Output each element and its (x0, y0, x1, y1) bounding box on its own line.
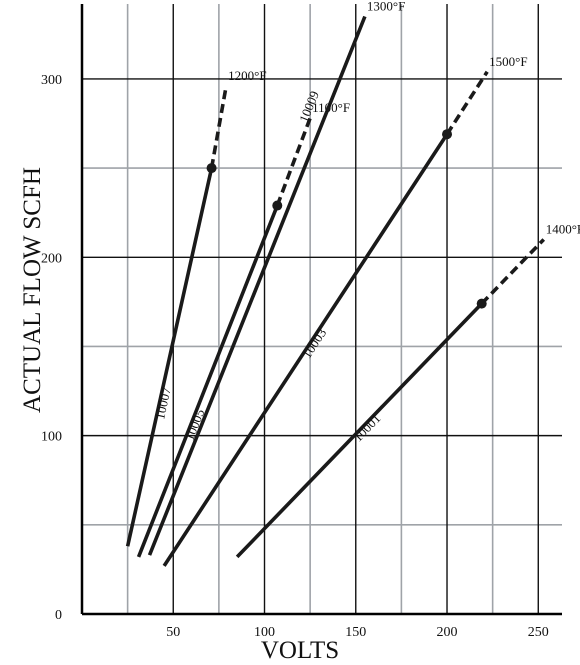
axes: 50 100 150 200 250 0 100 200 300 (41, 4, 562, 640)
series-marker-10003 (442, 129, 453, 140)
series-10007 (125, 85, 228, 547)
x-tick-label: 100 (254, 625, 275, 640)
series-layer (125, 15, 546, 567)
y-tick-label: 100 (41, 430, 62, 445)
series-marker-10001 (476, 298, 487, 309)
y-tick-label: 0 (55, 608, 62, 623)
series-dashed-10003 (445, 70, 489, 136)
series-line-10007 (125, 167, 214, 547)
y-tick-label: 200 (41, 251, 62, 266)
series-marker-10007 (206, 163, 217, 174)
y-axis-title: ACTUAL FLOW SCFH (19, 167, 46, 413)
x-tick-label: 150 (345, 625, 366, 640)
series-10005 (136, 117, 312, 558)
series-dashed-10005 (275, 117, 312, 207)
major-grid (82, 4, 562, 614)
temp-label-10001: 1400°F (546, 221, 580, 236)
series-10009 (147, 15, 367, 556)
x-tick-label: 200 (437, 625, 458, 640)
temp-label-10005: 1100°F (312, 100, 350, 115)
labels-layer: 10007100051000910003100011200°F1100°F130… (152, 0, 580, 445)
x-tick-label: 250 (528, 625, 549, 640)
series-label-10003: 10003 (299, 326, 329, 361)
series-marker-10005 (272, 200, 283, 211)
series-dashed-10001 (480, 238, 546, 305)
series-10001 (235, 238, 546, 559)
x-tick-label: 50 (166, 625, 180, 640)
temp-label-10009: 1300°F (367, 0, 405, 13)
series-line-10001 (235, 302, 483, 559)
temp-label-10003: 1500°F (489, 54, 527, 69)
y-tick-label: 300 (41, 73, 62, 88)
temp-label-10007: 1200°F (228, 68, 266, 83)
series-line-10005 (136, 204, 279, 558)
series-line-10009 (147, 15, 367, 556)
series-10003 (162, 70, 489, 567)
x-axis-title: VOLTS (261, 637, 339, 664)
series-line-10003 (162, 133, 449, 567)
series-label-10007: 10007 (152, 385, 174, 420)
